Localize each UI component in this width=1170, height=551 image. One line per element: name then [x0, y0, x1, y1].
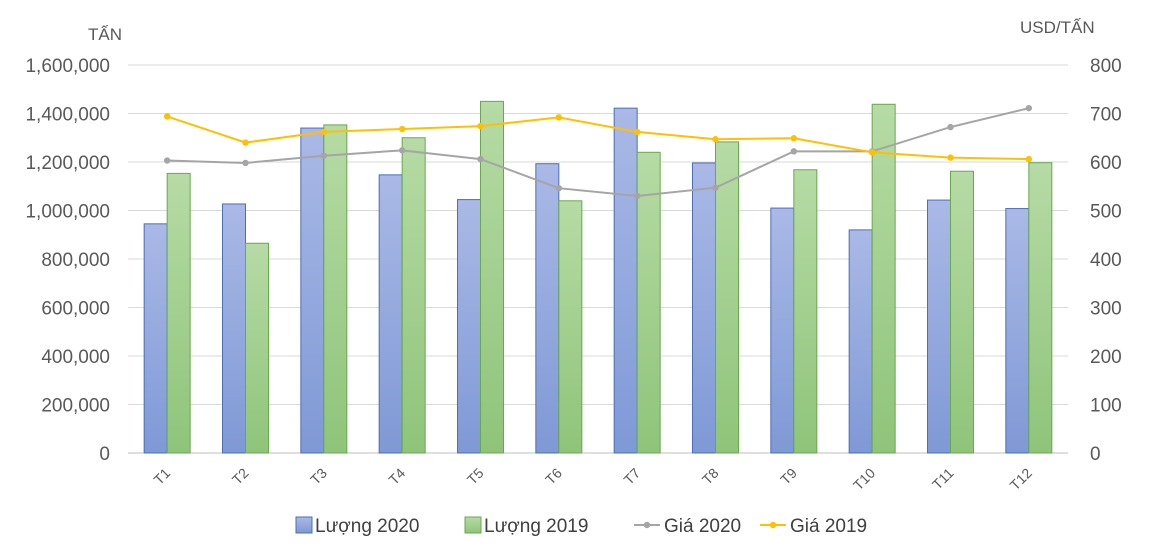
category-labels: T1 T2 T3 T4 T5 T6 T7 T8 T9 T10 T11 T12: [150, 465, 1035, 494]
point-gia-2019: [633, 128, 641, 136]
point-gia-2019: [712, 136, 719, 143]
y-tick-label: 200,000: [41, 396, 110, 417]
y-tick-label: 600,000: [41, 299, 110, 320]
bar-luong-2019: [793, 169, 818, 454]
y2-tick-label: 800: [1090, 56, 1122, 77]
bar-luong-2019: [480, 100, 504, 454]
bar-luong-2019: [166, 172, 191, 454]
bar-luong-2020: [378, 174, 403, 454]
bar-luong-2020: [143, 223, 168, 454]
point-gia-2019: [163, 113, 171, 120]
legend-marker: [769, 521, 777, 529]
point-gia-2020: [398, 147, 406, 154]
point-gia-2020: [477, 155, 484, 163]
bar-luong-2019: [245, 242, 269, 454]
point-gia-2020: [947, 123, 954, 131]
bar-luong-2020: [457, 199, 481, 454]
point-gia-2020: [163, 157, 171, 164]
legend: Lượng 2020 Lượng 2019 Giá 2020 Giá 2019: [295, 516, 867, 537]
category-label: T12: [1007, 465, 1036, 494]
category-label: T1: [150, 465, 173, 488]
bar-luong-2019: [636, 151, 661, 454]
bar-luong-2019: [950, 170, 974, 454]
legend-swatch: [295, 516, 313, 534]
right-axis-ticks: 0 100 200 300 400 500 600 700 800: [1090, 56, 1122, 465]
point-gia-2019: [1025, 155, 1033, 163]
right-axis-unit: USD/TẤN: [1020, 18, 1095, 37]
bars: [143, 100, 1053, 454]
category-label: T10: [850, 465, 879, 494]
bar-luong-2020: [222, 203, 246, 454]
point-gia-2019: [947, 154, 954, 161]
y2-tick-label: 600: [1090, 153, 1122, 174]
category-label: T7: [620, 465, 643, 488]
legend-swatch: [464, 516, 482, 534]
y-tick-label: 1,600,000: [25, 56, 110, 77]
bar-luong-2019: [1028, 162, 1053, 454]
point-gia-2020: [712, 184, 719, 191]
legend-label: Giá 2020: [664, 516, 741, 537]
point-gia-2019: [398, 125, 406, 133]
bar-luong-2019: [871, 103, 896, 454]
y2-tick-label: 100: [1090, 396, 1122, 417]
y-tick-label: 800,000: [41, 250, 110, 271]
legend-label: Giá 2019: [790, 516, 867, 537]
category-label: T8: [699, 465, 722, 488]
bar-luong-2020: [300, 127, 325, 454]
point-gia-2020: [555, 184, 563, 192]
gridlines: [128, 64, 1068, 454]
category-label: T4: [385, 465, 408, 488]
line-gia-2020: [167, 107, 1030, 197]
point-gia-2019: [242, 139, 249, 146]
legend-label: Lượng 2019: [484, 516, 588, 537]
line-gia-2019: [166, 115, 1029, 161]
point-gia-2019: [555, 114, 563, 121]
y2-tick-label: 500: [1090, 202, 1122, 223]
bar-luong-2019: [558, 200, 583, 454]
bar-luong-2020: [692, 162, 716, 454]
y2-tick-label: 0: [1090, 444, 1101, 465]
y-tick-label: 1,200,000: [25, 153, 110, 174]
point-gia-2019: [320, 128, 328, 136]
y-tick-label: 1,400,000: [25, 105, 110, 126]
category-label: T9: [777, 465, 800, 488]
category-label: T3: [307, 465, 330, 488]
point-gia-2020: [320, 152, 328, 159]
bar-luong-2019: [401, 137, 426, 454]
bar-luong-2020: [927, 199, 951, 454]
y2-tick-label: 300: [1090, 299, 1122, 320]
bar-luong-2020: [613, 107, 638, 454]
point-gia-2020: [633, 192, 641, 200]
bar-luong-2020: [848, 229, 873, 454]
bar-luong-2019: [323, 124, 348, 454]
point-gia-2019: [868, 149, 876, 156]
y-tick-label: 1,000,000: [25, 202, 110, 223]
y-tick-label: 0: [99, 444, 110, 465]
point-gia-2020: [242, 159, 249, 167]
y2-tick-label: 700: [1090, 105, 1122, 126]
point-gia-2020: [1025, 104, 1033, 112]
category-label: T5: [464, 465, 487, 488]
bar-luong-2020: [770, 207, 795, 454]
y2-tick-label: 200: [1090, 347, 1122, 368]
bar-luong-2020: [1005, 208, 1030, 454]
left-axis-unit: TẤN: [88, 25, 122, 44]
y-tick-label: 400,000: [41, 347, 110, 368]
bar-luong-2020: [535, 163, 560, 454]
y2-tick-label: 400: [1090, 250, 1122, 271]
bar-luong-2019: [715, 141, 739, 454]
category-label: T6: [542, 465, 565, 488]
left-axis-ticks: 0 200,000 400,000 600,000 800,000 1,000,000 1,…: [25, 56, 110, 465]
category-label: T2: [229, 465, 252, 488]
legend-marker: [643, 521, 651, 529]
category-label: T11: [929, 465, 957, 493]
point-gia-2020: [790, 148, 798, 155]
legend-label: Lượng 2020: [315, 516, 419, 537]
point-gia-2019: [477, 122, 484, 130]
point-gia-2019: [790, 135, 798, 142]
price-lines: [163, 104, 1033, 200]
